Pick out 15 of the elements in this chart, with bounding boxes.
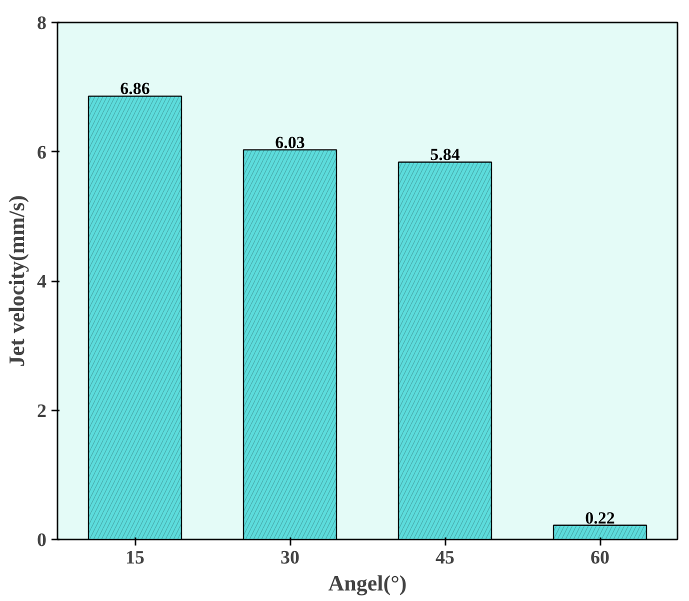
y-tick-label: 2 [37, 400, 46, 422]
x-tick-label: 15 [126, 548, 144, 568]
x-axis-title: Angel(°) [328, 570, 407, 596]
y-tick-label: 6 [37, 142, 46, 164]
data-label: 6.86 [120, 79, 150, 98]
data-label: 6.03 [275, 132, 305, 152]
y-tick-label: 8 [37, 13, 46, 34]
data-label: 0.22 [585, 508, 615, 528]
x-tick-label: 45 [436, 548, 454, 568]
y-tick-label: 0 [37, 530, 46, 551]
data-label: 5.84 [430, 145, 460, 164]
x-tick-label: 60 [590, 548, 610, 568]
y-axis-title: Jet velocity(mm/s) [4, 195, 29, 367]
x-tick-label: 30 [280, 548, 300, 568]
y-tick-label: 4 [37, 272, 47, 292]
